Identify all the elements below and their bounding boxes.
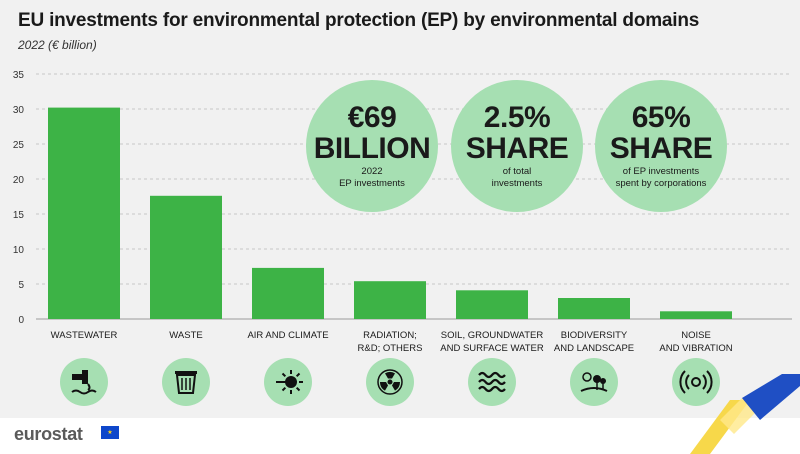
stat-big-text: 2.5% SHARE [465, 101, 569, 165]
air-climate-icon [276, 370, 303, 394]
chart-title: EU investments for environmental protect… [18, 10, 700, 31]
bar [150, 195, 222, 319]
landscape-icon [580, 372, 608, 392]
stat-big-text: €69 BILLION [313, 101, 431, 165]
chart-subtitle: 2022 (€ billion) [18, 38, 97, 52]
bar [354, 281, 426, 319]
y-tick-label: 0 [18, 315, 24, 326]
stat-small-text: of total investments [491, 166, 543, 189]
radiation-icon [377, 369, 403, 395]
noise-icon [679, 370, 713, 394]
waves-icon [478, 371, 506, 393]
x-category-label: WASTEWATER [51, 330, 118, 341]
x-category-label: AND LANDSCAPE [554, 343, 634, 354]
stat-circle-share-corporations: 65% SHARE of EP investments spent by corpo… [595, 80, 727, 212]
x-category-label: AND VIBRATION [659, 343, 732, 354]
bar [660, 311, 732, 319]
category-icon-circle [672, 358, 720, 406]
stat-big-text: 65% SHARE [609, 101, 713, 165]
wastewater-icon [71, 370, 97, 395]
stat-small-text: of EP investments spent by corporations [615, 166, 707, 189]
bar [252, 267, 324, 319]
x-category-label: WASTE [169, 330, 202, 341]
stat-small-text: 2022 EP investments [339, 166, 405, 189]
eurostat-logo: eurostat [14, 424, 83, 444]
x-category-label: AIR AND CLIMATE [247, 330, 328, 341]
y-tick-label: 25 [13, 140, 25, 151]
x-category-label: NOISE [681, 330, 711, 341]
stat-circle-total: €69 BILLION 2022 EP investments [306, 80, 438, 212]
eu-flag-icon: ★ [101, 426, 119, 439]
x-category-label: AND SURFACE WATER [440, 343, 544, 354]
ribbon-decoration-icon [690, 374, 800, 454]
y-tick-label: 10 [13, 245, 25, 256]
y-tick-label: 20 [13, 175, 25, 186]
category-icon-circle [570, 358, 618, 406]
bar [456, 290, 528, 319]
trash-bin-icon [175, 371, 197, 394]
bar [558, 298, 630, 319]
y-tick-label: 5 [18, 280, 24, 291]
x-category-label: SOIL, GROUNDWATER [441, 330, 544, 341]
y-tick-label: 35 [13, 70, 25, 81]
x-category-label: R&D; OTHERS [358, 343, 423, 354]
x-category-label: BIODIVERSITY [561, 330, 628, 341]
y-tick-label: 15 [13, 210, 25, 221]
bar [48, 107, 120, 319]
y-tick-label: 30 [13, 105, 25, 116]
x-category-label: RADIATION; [363, 330, 417, 341]
stat-circle-share-total: 2.5% SHARE of total investments [451, 80, 583, 212]
